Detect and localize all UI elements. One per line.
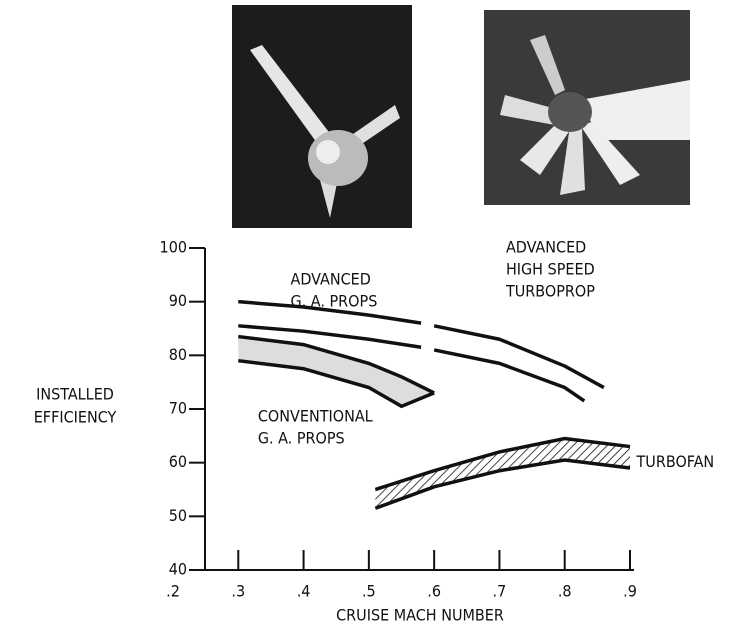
x-axis-label: CRUISE MACH NUMBER xyxy=(336,606,504,625)
x-tick-label: .2 xyxy=(166,582,180,601)
y-axis-label: EFFICIENCY xyxy=(34,408,117,427)
photo-advanced-prop xyxy=(484,10,690,205)
efficiency-curve xyxy=(238,324,422,350)
x-tick-label: .9 xyxy=(623,582,637,601)
y-tick-label: 50 xyxy=(169,506,187,525)
band-edge xyxy=(238,334,435,395)
annotation: ADVANCED xyxy=(291,270,371,289)
x-tick-label: .8 xyxy=(558,582,572,601)
y-tick-label: 60 xyxy=(169,452,187,471)
efficiency-band xyxy=(238,336,435,407)
annotation: TURBOPROP xyxy=(505,282,595,301)
annotation: TURBOFAN xyxy=(636,452,715,471)
x-tick-label: .6 xyxy=(427,582,441,601)
y-axis-label: INSTALLED xyxy=(36,385,114,404)
y-tick-label: 100 xyxy=(160,238,187,257)
x-tick-label: .5 xyxy=(362,582,376,601)
band-edge xyxy=(374,436,631,492)
y-tick-label: 80 xyxy=(169,345,187,364)
efficiency-curve xyxy=(433,348,586,403)
efficiency-band xyxy=(375,438,630,509)
annotation: ADVANCED xyxy=(506,238,586,257)
y-tick-label: 40 xyxy=(169,560,187,579)
annotation: G. A. PROPS xyxy=(258,429,345,448)
annotation: CONVENTIONAL xyxy=(258,407,373,426)
band-edge xyxy=(238,358,435,409)
y-tick-label: 70 xyxy=(169,399,187,418)
efficiency-curve xyxy=(433,324,605,390)
x-tick-label: .4 xyxy=(297,582,311,601)
annotation: HIGH SPEED xyxy=(506,260,595,279)
photo-conventional-prop xyxy=(232,5,412,228)
y-tick-label: 90 xyxy=(169,291,187,310)
annotation: G. A. PROPS xyxy=(291,292,378,311)
x-tick-label: .7 xyxy=(493,582,507,601)
efficiency-curve xyxy=(238,299,422,325)
band-edge xyxy=(374,458,631,510)
x-tick-label: .3 xyxy=(231,582,245,601)
